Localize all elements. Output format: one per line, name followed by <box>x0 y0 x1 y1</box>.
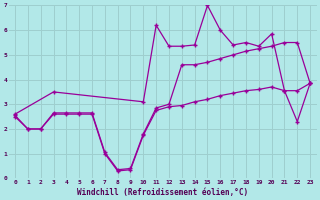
X-axis label: Windchill (Refroidissement éolien,°C): Windchill (Refroidissement éolien,°C) <box>77 188 248 197</box>
